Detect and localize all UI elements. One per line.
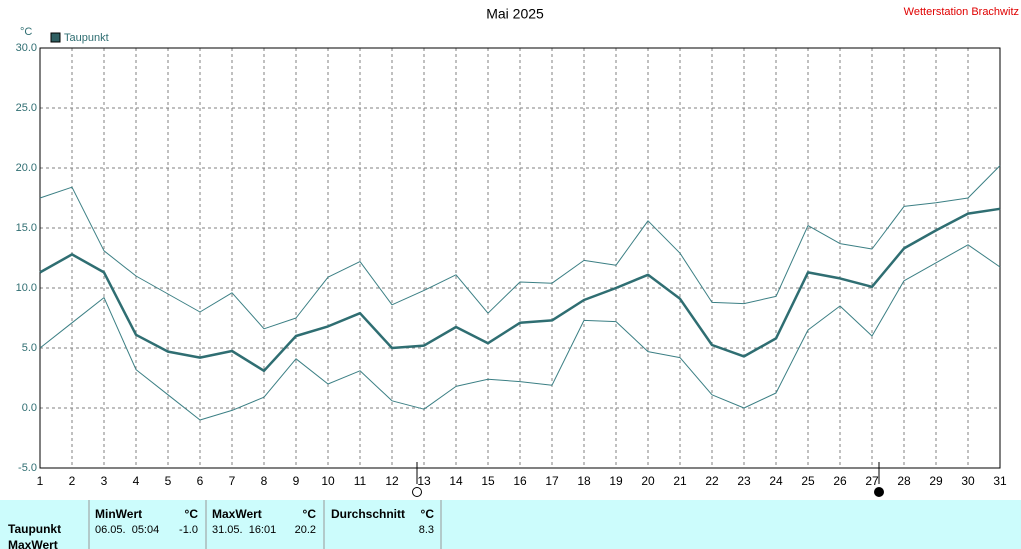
x-tick-label: 28: [897, 474, 911, 488]
range-line: [39, 165, 1001, 330]
max-value: 20.2: [295, 524, 316, 536]
column-unit: °C: [185, 507, 199, 521]
y-tick-label: 0.0: [22, 402, 37, 414]
y-tick-label: 30.0: [16, 42, 37, 54]
x-tick-label: 15: [481, 474, 495, 488]
station-name: Wetterstation Brachwitz: [904, 6, 1019, 18]
column-header: MaxWert: [212, 507, 262, 521]
max-time: 31.05. 16:01: [212, 524, 276, 536]
min-value: -1.0: [179, 524, 198, 536]
x-tick-label: 8: [261, 474, 268, 488]
x-tick-label: 11: [354, 474, 367, 488]
min-time: 06.05. 05:04: [95, 524, 159, 536]
x-tick-label: 20: [641, 474, 655, 488]
x-tick-label: 3: [101, 474, 108, 488]
row-label: Taupunkt: [8, 522, 61, 536]
unit-label: °C: [20, 26, 32, 38]
x-tick-label: 29: [929, 474, 943, 488]
y-tick-label: 5.0: [22, 342, 37, 354]
x-tick-label: 6: [197, 474, 204, 488]
x-tick-label: 10: [321, 474, 335, 488]
x-tick-label: 9: [293, 474, 300, 488]
average-value: 8.3: [419, 524, 434, 536]
x-tick-label: 21: [673, 474, 687, 488]
column-unit: °C: [421, 507, 435, 521]
column-header: MinWert: [95, 507, 142, 521]
x-tick-label: 30: [961, 474, 975, 488]
x-tick-label: 24: [769, 474, 783, 488]
y-tick-label: 20.0: [16, 162, 37, 174]
x-tick-label: 17: [545, 474, 559, 488]
y-tick-label: 15.0: [16, 222, 37, 234]
column-header: Durchschnitt: [331, 507, 405, 521]
x-tick-label: 27: [865, 474, 879, 488]
y-tick-label: 10.0: [16, 282, 37, 294]
legend-label: Taupunkt: [64, 32, 109, 44]
x-tick-label: 1: [37, 474, 44, 488]
x-tick-label: 13: [417, 474, 431, 488]
x-tick-label: 31: [993, 474, 1007, 488]
range-line: [39, 244, 1001, 421]
legend-swatch: [50, 32, 61, 43]
x-tick-label: 23: [737, 474, 751, 488]
y-tick-label: -5.0: [18, 462, 37, 474]
new-moon: [874, 487, 884, 497]
chart-title: Mai 2025: [486, 6, 544, 22]
full-moon: [412, 487, 422, 497]
y-tick-label: 25.0: [16, 102, 37, 114]
x-tick-label: 18: [577, 474, 591, 488]
summary-panel: [0, 500, 1021, 549]
x-tick-label: 19: [609, 474, 623, 488]
main-line: [39, 207, 1001, 373]
column-unit: °C: [303, 507, 317, 521]
x-tick-label: 5: [165, 474, 172, 488]
x-tick-label: 2: [69, 474, 76, 488]
x-tick-label: 22: [705, 474, 719, 488]
x-tick-label: 16: [513, 474, 527, 488]
x-tick-label: 7: [229, 474, 236, 488]
x-tick-label: 26: [833, 474, 847, 488]
x-tick-label: 14: [449, 474, 463, 488]
row-label: MaxWert: [8, 538, 58, 549]
x-tick-label: 25: [801, 474, 815, 488]
x-tick-label: 4: [133, 474, 140, 488]
x-tick-label: 12: [385, 474, 399, 488]
plot-frame: [39, 47, 1001, 469]
